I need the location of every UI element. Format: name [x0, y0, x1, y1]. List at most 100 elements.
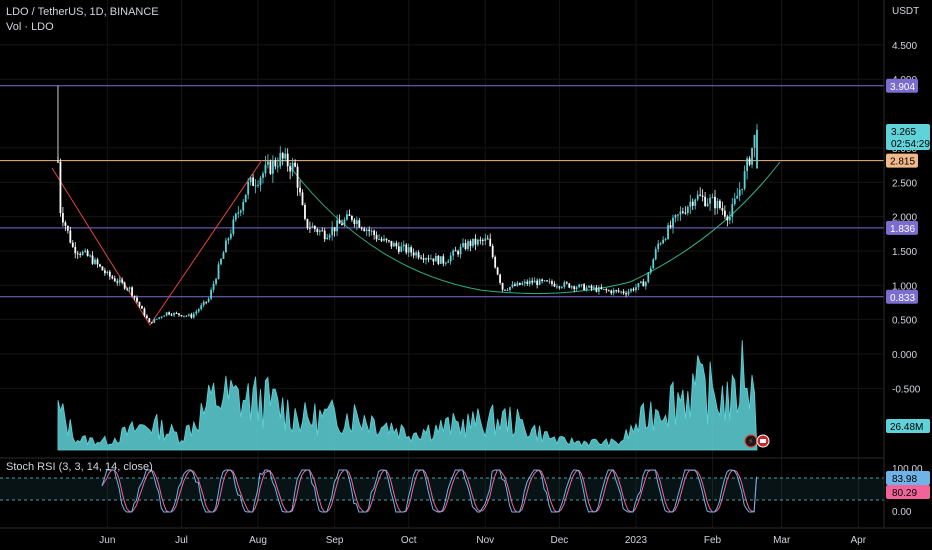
candle-body [691, 201, 694, 206]
y-tick-labels: 4.5004.0003.0002.5002.0001.5001.0000.500… [892, 41, 921, 396]
candle-body [583, 284, 585, 291]
candle-body [644, 282, 647, 287]
candle-body [499, 274, 501, 283]
x-tick-label: Aug [249, 535, 267, 546]
candle-body [563, 282, 566, 287]
volume-legend: Vol · LDO [6, 21, 54, 33]
flag-icon-glyph [760, 439, 766, 443]
stoch-rsi-legend: Stoch RSI (3, 3, 14, 14, close) [6, 461, 153, 473]
y-tick-label: 1.000 [892, 281, 917, 292]
candle-body [269, 161, 272, 174]
candle-body [141, 306, 143, 309]
candle-body [71, 242, 74, 247]
candle-body [64, 222, 67, 226]
candle-body [84, 250, 87, 252]
candle-body [548, 281, 551, 283]
candle-body [714, 196, 716, 209]
candle-body [494, 256, 497, 268]
candle-body [716, 200, 719, 209]
candle-body [210, 289, 213, 299]
candle-body [276, 166, 279, 168]
candle-body [686, 206, 689, 214]
candle-body [101, 266, 104, 271]
candle-body [659, 243, 662, 245]
candle-body [138, 301, 141, 307]
price-label-boxes: 3.904 2.815 1.836 0.833 [886, 78, 918, 304]
candle-body [264, 164, 267, 174]
candle-body [733, 198, 736, 205]
candle-body [338, 220, 341, 224]
y-tick-label: 2.500 [892, 178, 917, 189]
candle-body [444, 262, 447, 264]
candle-body [62, 213, 64, 223]
candle-body [405, 244, 408, 253]
candle-body [721, 207, 724, 211]
candle-body [654, 249, 657, 260]
level-label: 1.836 [890, 224, 915, 235]
candle-body [605, 288, 608, 291]
candle-body [304, 205, 306, 219]
candle-body [252, 177, 254, 186]
candle-body [183, 315, 185, 317]
x-tick-label: Dec [550, 535, 568, 546]
candle-body [726, 216, 729, 221]
candle-body [259, 177, 262, 185]
candle-body [657, 243, 660, 250]
candle-body [620, 291, 623, 293]
candle-body [200, 305, 203, 310]
y-tick-label: -0.500 [892, 384, 921, 395]
candle-body [57, 161, 59, 163]
candle-body [602, 288, 605, 290]
candle-body [573, 286, 576, 290]
candle-body [439, 256, 442, 264]
candle-body [538, 279, 541, 285]
candle-body [343, 219, 346, 226]
candle-body [689, 201, 692, 207]
candle-body [294, 162, 296, 167]
candle-body [123, 282, 126, 289]
x-tick-labels: Jun Jul Aug Sep Oct Nov Dec 2023 Feb Mar Apr [99, 535, 866, 546]
candle-body [516, 282, 519, 286]
candle-body [249, 177, 252, 183]
candle-body [701, 195, 704, 197]
candle-body [311, 226, 314, 228]
candle-body [425, 258, 427, 260]
candle-body [111, 276, 114, 279]
candle-body [197, 309, 200, 312]
candle-body [106, 271, 109, 274]
candle-body [318, 230, 321, 233]
flash-icon-glyph: ⚡ [748, 437, 754, 446]
level-label: 3.904 [890, 82, 915, 93]
candle-body [131, 287, 133, 296]
candle-body [247, 182, 250, 195]
candle-body [454, 250, 457, 252]
vertical-grid [106, 0, 859, 528]
candle-body [472, 238, 474, 247]
candle-body [746, 158, 748, 172]
trend-line-red [51, 159, 263, 326]
candle-body [457, 251, 460, 255]
candle-body [143, 308, 146, 316]
volume-last-label: 26.48M [890, 422, 923, 433]
candle-body [442, 256, 445, 264]
candle-body [150, 322, 153, 324]
candle-body [239, 210, 242, 213]
candle-body [575, 287, 578, 290]
rsi-top-label: 100.00 [892, 464, 923, 475]
candle-body [504, 289, 506, 291]
stoch-rsi-k-line [101, 469, 757, 513]
candle-body [595, 287, 598, 292]
candle-body [526, 281, 529, 284]
candle-body [225, 240, 227, 253]
candle-body [86, 250, 89, 256]
candle-body [353, 219, 356, 225]
candle-body [667, 225, 669, 239]
candle-body [190, 314, 193, 318]
x-tick-label: Sep [326, 535, 344, 546]
candle-body [358, 220, 361, 228]
candle-body [116, 281, 119, 283]
candle-body [467, 241, 469, 249]
candle-body [622, 291, 625, 294]
candle-body [96, 259, 99, 265]
candle-body [94, 259, 96, 264]
